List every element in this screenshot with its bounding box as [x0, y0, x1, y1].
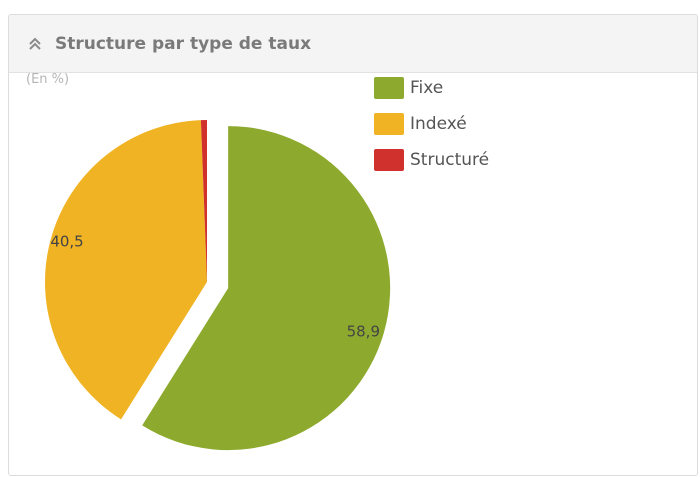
chart-legend: Fixe Indexé Structuré: [374, 70, 489, 178]
unit-label: (En %): [26, 72, 70, 87]
legend-label: Indexé: [410, 114, 467, 134]
legend-item-fixe: Fixe: [374, 70, 489, 106]
panel-header: Structure par type de taux: [9, 15, 697, 73]
legend-swatch: [374, 113, 404, 135]
data-label-fixe: 58,9: [347, 323, 380, 341]
legend-swatch: [374, 77, 404, 99]
legend-label: Structuré: [410, 150, 490, 170]
legend-swatch: [374, 149, 404, 171]
double-chevron-up-icon[interactable]: [25, 34, 45, 54]
legend-item-indexé: Indexé: [374, 106, 489, 142]
legend-label: Fixe: [410, 78, 444, 98]
pie-slice-structuré: [200, 120, 207, 282]
data-label-indexé: 40,5: [50, 232, 83, 250]
panel-title: Structure par type de taux: [55, 33, 312, 54]
legend-item-structuré: Structuré: [374, 142, 489, 178]
pie-slice-indexé: [44, 120, 207, 420]
pie-slice-fixe: [142, 126, 391, 451]
